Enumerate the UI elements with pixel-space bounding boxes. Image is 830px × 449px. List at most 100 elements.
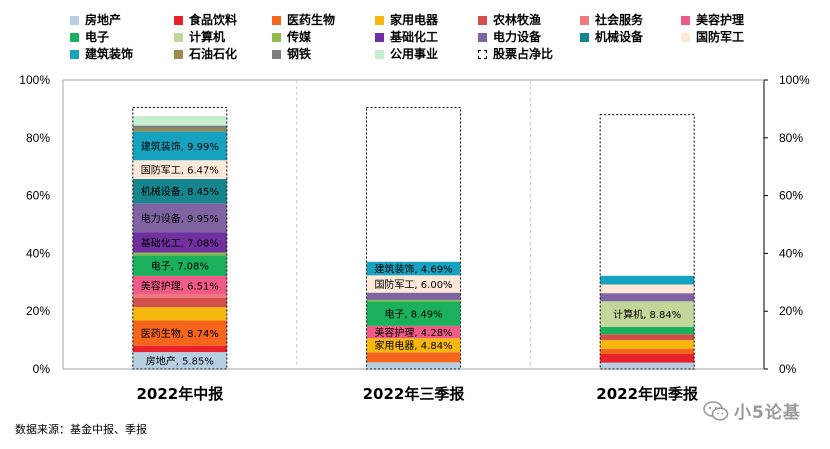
legend-item: 国防军工: [681, 29, 744, 45]
legend-swatch: [478, 15, 487, 25]
total-outline: [132, 106, 228, 370]
legend-item: 家用电器: [375, 12, 438, 28]
legend-label: 股票占净比: [493, 47, 554, 61]
bar-segment: [600, 301, 695, 327]
legend-label: 家用电器: [390, 13, 439, 27]
data-label: 国防军工, 6.00%: [374, 278, 452, 291]
legend-swatch: [478, 32, 487, 42]
data-label: 建筑装饰, 4.69%: [374, 263, 452, 276]
legend-item: 农林牧渔: [478, 12, 541, 28]
data-label: 电力设备, 9.95%: [141, 212, 219, 225]
bar-segment: [600, 362, 695, 369]
bar-segment: [600, 353, 695, 363]
legend-label: 电力设备: [493, 30, 542, 44]
bar-segment: [366, 338, 461, 353]
bar-segment: [132, 275, 227, 295]
legend-label: 机械设备: [595, 30, 644, 44]
secondary-y-tick-label: 80%: [779, 131, 803, 145]
legend-item: 社会服务: [580, 12, 643, 28]
bar-segment: [366, 362, 461, 369]
legend-swatch: [681, 15, 690, 25]
legend-swatch: [580, 32, 589, 42]
category-label: 2022年中报: [136, 385, 223, 403]
bar-segment: [600, 275, 695, 285]
legend-label: 建筑装饰: [85, 47, 134, 61]
legend-item: 传媒: [272, 29, 311, 45]
watermark: 小5论基: [703, 398, 801, 423]
legend-item: 电力设备: [478, 29, 541, 45]
bar-segment: [132, 131, 227, 161]
data-label: 美容护理, 6.51%: [141, 279, 219, 292]
legend-item: 建筑装饰: [70, 46, 133, 62]
legend-swatch: [174, 15, 183, 25]
data-label: 家用电器, 4.84%: [374, 339, 452, 352]
bar-segment: [132, 178, 227, 204]
watermark-text: 小5论基: [734, 403, 801, 423]
legend-swatch: [174, 32, 183, 42]
legend-item: 房地产: [70, 12, 121, 28]
legend-label: 医药生物: [287, 13, 336, 27]
data-label: 计算机, 8.84%: [613, 308, 681, 321]
legend-label: 钢铁: [287, 47, 312, 61]
legend-label: 基础化工: [390, 30, 439, 44]
secondary-y-tick-label: 0%: [779, 362, 797, 376]
legend-swatch: [478, 49, 487, 59]
legend-item: 医药生物: [272, 12, 335, 28]
data-label: 机械设备, 8.45%: [141, 185, 219, 198]
data-label: 房地产, 5.85%: [146, 355, 214, 368]
bar-segment: [600, 340, 695, 349]
legend-swatch: [174, 49, 183, 59]
data-label: 美容护理, 4.28%: [374, 326, 452, 339]
legend-swatch: [70, 49, 79, 59]
bar-segment: [132, 294, 227, 298]
bar-segment: [600, 334, 695, 341]
data-source-note: 数据来源：基金中报、季报: [15, 423, 147, 436]
data-label: 建筑装饰, 9.99%: [141, 140, 219, 153]
y-tick-label: 0%: [33, 362, 51, 376]
bar-segment: [366, 352, 461, 363]
wechat-icon: [703, 400, 729, 421]
legend-label: 美容护理: [696, 13, 745, 27]
bar-segment: [366, 325, 461, 339]
legend-item: 公用事业: [375, 46, 438, 62]
bar-segment: [132, 345, 227, 353]
legend-label: 计算机: [189, 30, 226, 44]
legend-label: 国防军工: [696, 30, 745, 44]
legend-item: 食品饮料: [174, 12, 237, 28]
legend-item: 美容护理: [681, 12, 744, 28]
bar-segment: [600, 284, 695, 294]
y-tick-label: 20%: [26, 304, 50, 318]
bar-segment: [132, 116, 227, 126]
legend-label: 房地产: [85, 13, 122, 27]
bar-segment: [366, 292, 461, 300]
legend-swatch: [375, 49, 384, 59]
legend-swatch: [375, 15, 384, 25]
category-label: 2022年三季报: [363, 385, 465, 403]
bar-segment: [132, 352, 227, 369]
legend-swatch: [272, 15, 281, 25]
bar-segment: [600, 293, 695, 302]
legend-item: 基础化工: [375, 29, 438, 45]
secondary-y-tick-label: 20%: [779, 304, 803, 318]
category-label: 2022年四季报: [596, 385, 698, 403]
data-label: 基础化工, 7.08%: [141, 236, 219, 249]
bar-segment: [366, 275, 461, 293]
y-tick-label: 40%: [26, 246, 50, 260]
legend-swatch: [70, 32, 79, 42]
y-tick-label: 60%: [26, 189, 50, 203]
data-label: 国防军工, 6.47%: [141, 164, 219, 177]
total-outline: [599, 114, 695, 370]
bar-segment: [600, 348, 695, 354]
legend-swatch: [580, 15, 589, 25]
legend-swatch: [70, 15, 79, 25]
bar-segment: [132, 297, 227, 308]
bar-segment: [132, 320, 227, 346]
bar-segment: [600, 326, 695, 335]
bar-segment: [132, 125, 227, 129]
secondary-y-tick-label: 60%: [779, 189, 803, 203]
legend-item: 电子: [70, 29, 109, 45]
bar-segment: [366, 299, 461, 302]
total-outline: [366, 106, 461, 370]
bar-segment: [132, 255, 227, 276]
